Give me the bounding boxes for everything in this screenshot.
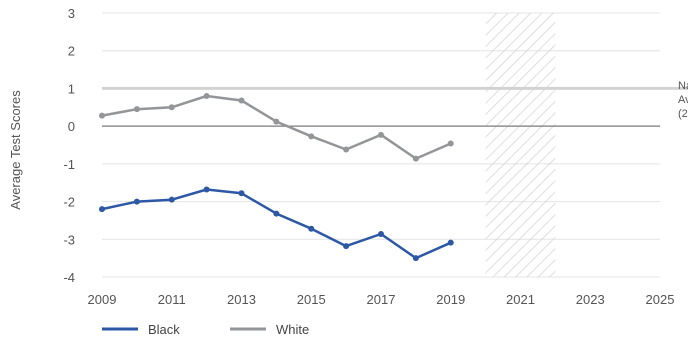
series-line: [100, 94, 453, 160]
legend: Black White: [102, 322, 309, 337]
data-point: [238, 97, 245, 104]
x-tick-label: 2019: [436, 292, 465, 307]
y-tick-label: 3: [68, 6, 75, 21]
data-point: [308, 133, 315, 140]
hatched-region: [485, 13, 556, 277]
legend-item: White: [230, 322, 309, 337]
series-white: [99, 92, 454, 162]
data-point: [447, 140, 454, 147]
x-tick-label: 2025: [646, 292, 675, 307]
x-tick-label: 2015: [297, 292, 326, 307]
y-tick-labels: 3 2 1 0 -1 -2 -3 -4: [63, 6, 75, 285]
y-tick-label: -3: [63, 232, 75, 247]
legend-label: Black: [148, 322, 180, 337]
hatched-span: [485, 13, 556, 277]
data-point: [412, 155, 419, 162]
x-tick-label: 2013: [227, 292, 256, 307]
y-tick-label: -2: [63, 195, 75, 210]
reference-note: Na Av (2: [678, 80, 688, 120]
data-point: [99, 112, 105, 119]
y-tick-label: 1: [68, 81, 75, 96]
data-point: [238, 190, 245, 197]
x-tick-labels: 2009 2011 2013 2015 2017 2019 2021 2023 2025: [88, 292, 675, 307]
y-tick-label: -4: [63, 270, 75, 285]
data-point: [308, 225, 315, 232]
reference-note-line: Na: [678, 80, 688, 92]
data-point: [378, 131, 384, 138]
series-line: [100, 188, 453, 260]
y-tick-label: 2: [68, 44, 75, 59]
y-axis-title: Average Test Scores: [8, 90, 23, 210]
legend-item: Black: [102, 322, 180, 337]
reference-note-line: Av: [678, 94, 688, 106]
y-tick-label: -1: [63, 157, 75, 172]
data-point: [133, 106, 140, 113]
reference-line-group: [102, 86, 688, 127]
reference-note-line: (2: [678, 108, 688, 120]
y-tick-label: 0: [68, 119, 75, 134]
series-group: [99, 92, 454, 262]
legend-label: White: [276, 322, 309, 337]
data-point: [133, 198, 140, 205]
data-point: [203, 186, 210, 193]
data-point: [447, 239, 454, 246]
x-tick-label: 2017: [367, 292, 396, 307]
data-point: [168, 104, 175, 111]
data-point: [203, 92, 210, 99]
data-point: [99, 206, 105, 213]
x-tick-label: 2023: [576, 292, 605, 307]
series-black: [99, 186, 454, 262]
x-tick-label: 2021: [506, 292, 535, 307]
x-tick-label: 2009: [88, 292, 117, 307]
data-point: [378, 231, 384, 238]
data-point: [273, 210, 280, 217]
data-point: [168, 196, 175, 203]
data-point: [273, 118, 280, 125]
gridlines: [102, 12, 660, 278]
x-tick-label: 2011: [158, 292, 186, 307]
data-point: [412, 255, 419, 262]
data-point: [343, 146, 350, 153]
data-point: [343, 243, 350, 250]
